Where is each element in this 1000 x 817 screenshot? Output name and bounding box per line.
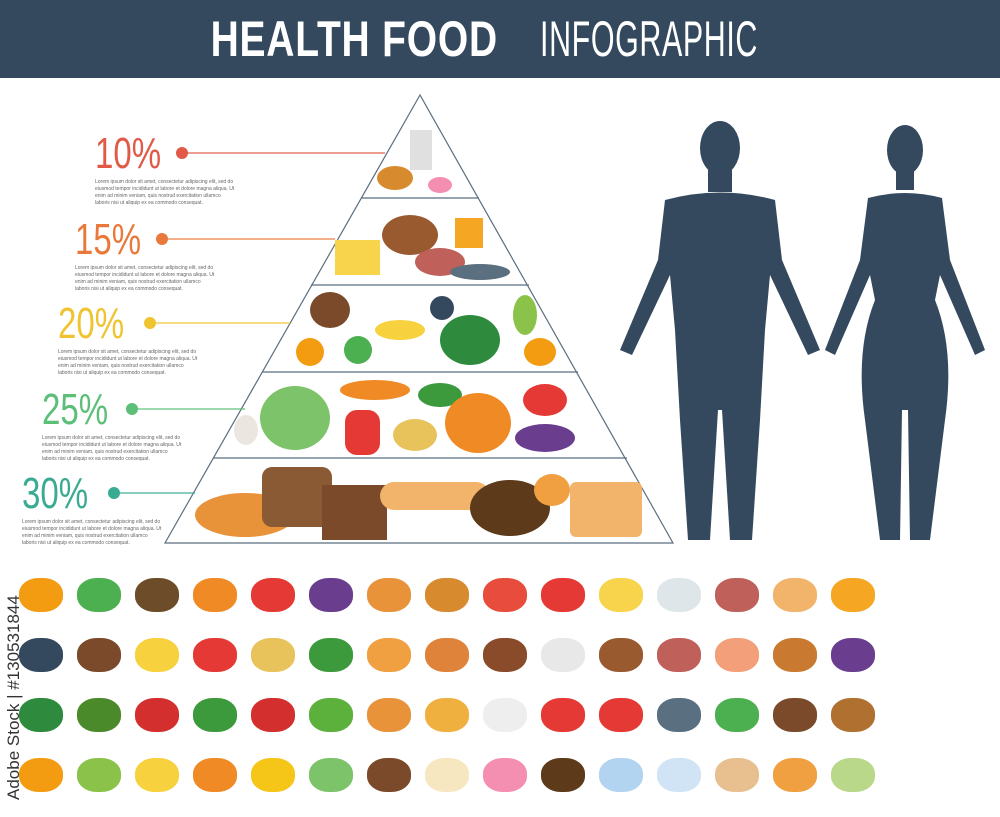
soda-cup-icon <box>534 625 592 685</box>
fish-icon <box>650 685 708 745</box>
challah-icon <box>360 685 418 745</box>
honey-icon <box>824 565 882 625</box>
female-silhouette <box>825 125 985 540</box>
percent-label: 15% <box>75 215 142 264</box>
chili-icon <box>244 685 302 745</box>
level-connector-line <box>114 492 195 494</box>
rye-bread-icon <box>766 685 824 745</box>
eggplant-icon <box>302 565 360 625</box>
level-description: Lorem ipsum dolor sit amet, consectetur … <box>42 435 182 462</box>
pyramid-foods <box>195 130 642 540</box>
corn-icon <box>244 745 302 805</box>
percent-label: 25% <box>42 385 109 434</box>
green-tea-icon <box>824 745 882 805</box>
burger-icon <box>418 565 476 625</box>
level-connector-line <box>132 408 245 410</box>
sliced-bread-icon <box>766 565 824 625</box>
bread-icon <box>360 565 418 625</box>
coffee-icon <box>534 745 592 805</box>
roast-chicken-icon <box>592 625 650 685</box>
crab-icon <box>592 685 650 745</box>
cucumber-icon <box>302 625 360 685</box>
watermark-text: Adobe Stock | #130531844 <box>4 595 23 800</box>
ham-icon <box>708 565 766 625</box>
pear-icon <box>70 745 128 805</box>
title-light: INFOGRAPHIC <box>540 11 759 67</box>
canned-food-icon <box>708 685 766 745</box>
potato-icon <box>244 625 302 685</box>
apple-icon <box>70 565 128 625</box>
lemon-icon <box>128 745 186 805</box>
papaya-icon <box>12 745 70 805</box>
level-connector-line <box>150 322 290 324</box>
popcorn-icon <box>476 565 534 625</box>
cabbage-icon <box>302 745 360 805</box>
eggs-icon <box>708 745 766 805</box>
pepper-icon <box>186 625 244 685</box>
broccoli-icon <box>186 685 244 745</box>
watermelon-icon <box>12 685 70 745</box>
coconut-icon <box>70 625 128 685</box>
milk-icon <box>650 565 708 625</box>
chicken-leg-icon <box>476 625 534 685</box>
level-description: Lorem ipsum dolor sit amet, consectetur … <box>95 179 235 206</box>
percent-label: 10% <box>95 129 162 178</box>
percent-label: 20% <box>58 299 125 348</box>
hotdog-icon <box>418 625 476 685</box>
pumpkin-icon <box>186 745 244 805</box>
food-icon-grid <box>12 565 997 805</box>
croissant-icon <box>360 625 418 685</box>
buns-icon <box>766 745 824 805</box>
banana-icon <box>128 625 186 685</box>
level-description: Lorem ipsum dolor sit amet, consectetur … <box>75 265 215 292</box>
grapes-icon <box>12 625 70 685</box>
cheese-icon <box>592 565 650 625</box>
salmon-icon <box>708 625 766 685</box>
ice-cream-icon <box>418 745 476 805</box>
sausage-icon <box>650 625 708 685</box>
level-description: Lorem ipsum dolor sit amet, consectetur … <box>58 349 198 376</box>
level-connector-line <box>162 238 335 240</box>
pizza-icon <box>418 685 476 745</box>
pretzel-icon <box>766 625 824 685</box>
water-bottle-icon <box>592 745 650 805</box>
walnut-icon <box>824 685 882 745</box>
carrot-icon <box>186 565 244 625</box>
level-description: Lorem ipsum dolor sit amet, consectetur … <box>22 519 162 546</box>
male-silhouette <box>620 121 820 540</box>
title-bold: HEALTH FOOD <box>210 11 499 67</box>
noodle-box-icon <box>476 685 534 745</box>
food-pyramid <box>163 93 675 544</box>
ketchup-mustard-icon <box>534 685 592 745</box>
percent-label: 30% <box>22 469 89 518</box>
peas-icon <box>302 685 360 745</box>
level-connector-line <box>182 152 385 154</box>
avocado-icon <box>70 685 128 745</box>
orange-icon <box>12 565 70 625</box>
fries-icon <box>534 565 592 625</box>
kiwi-icon <box>128 565 186 625</box>
plum-icon <box>824 625 882 685</box>
cherry-icon <box>128 685 186 745</box>
yogurt-icon <box>650 745 708 805</box>
header-banner: HEALTH FOOD INFOGRAPHIC <box>0 0 1000 78</box>
donut-icon <box>476 745 534 805</box>
round-bread-icon <box>360 745 418 805</box>
tomato-icon <box>244 565 302 625</box>
